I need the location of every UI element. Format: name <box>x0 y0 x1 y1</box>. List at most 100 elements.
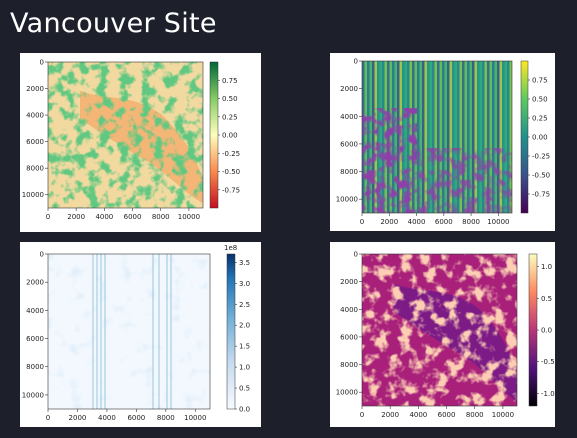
x-tick-label: 8000 <box>157 414 175 422</box>
y-tick-label: 4000 <box>26 112 44 120</box>
y-tick-label: 2000 <box>26 279 44 287</box>
x-tick-label: 6000 <box>124 213 142 221</box>
x-tick-label: 0 <box>46 414 50 422</box>
x-tick-label: 4000 <box>408 218 426 226</box>
y-tick-label: 4000 <box>340 113 358 121</box>
ndvi-panel: 0 2000 4000 6000 8000 10000 0 2000 4000 6000 8000… <box>20 53 261 232</box>
colorbar-tick-label: -0.5 <box>541 358 555 366</box>
colorbar-tick-label: 0.5 <box>239 385 250 393</box>
y-tick-label: 10000 <box>336 196 358 204</box>
colorbar-tick-label: -0.25 <box>532 153 550 161</box>
y-tick-label: 8000 <box>340 168 358 176</box>
y-tick-label: 6000 <box>26 138 44 146</box>
x-tick-label: 10000 <box>492 411 514 419</box>
y-tick-label: 2000 <box>26 85 44 93</box>
x-tick-label: 8000 <box>466 411 484 419</box>
colorbar-ticks: 3.5 3.0 2.5 2.0 1.5 1.0 0.5 0.0 <box>235 259 250 414</box>
x-tick-label: 4000 <box>409 411 427 419</box>
colorbar-exponent: 1e8 <box>224 244 237 252</box>
y-tick-label: 10000 <box>336 389 358 397</box>
colorbar-tick-label: 1.0 <box>239 364 250 372</box>
y-tick-label: 2000 <box>340 85 358 93</box>
colorbar <box>528 253 538 407</box>
y-tick-label: 10000 <box>22 391 44 399</box>
x-tick-label: 0 <box>360 411 364 419</box>
colorbar-tick-label: -0.75 <box>222 186 240 194</box>
magma-panel: 0 2000 4000 6000 8000 10000 0 2000 4000 6000 8000… <box>330 242 555 427</box>
x-tick-label: 6000 <box>435 218 453 226</box>
colorbar-tick-label: 0.75 <box>222 77 238 85</box>
blues-panel: 0 2000 4000 6000 8000 10000 0 2000 4000 6000 8000… <box>20 242 261 427</box>
colorbar-tick-label: 3.5 <box>239 259 250 267</box>
magma-plot: 0 2000 4000 6000 8000 10000 0 2000 4000 6000 8000… <box>336 251 555 420</box>
viridis-plot: 0 2000 4000 6000 8000 10000 0 2000 4000 6000 8000… <box>336 58 550 227</box>
y-tick-label: 10000 <box>22 191 44 199</box>
x-tick-label: 4000 <box>98 414 116 422</box>
y-axis-ticks: 0 2000 4000 6000 8000 10000 <box>336 58 362 204</box>
blues-plot: 0 2000 4000 6000 8000 10000 0 2000 4000 6000 8000… <box>22 244 250 422</box>
y-tick-label: 6000 <box>340 140 358 148</box>
y-tick-label: 8000 <box>26 165 44 173</box>
y-tick-label: 4000 <box>340 306 358 314</box>
viridis-panel: 0 2000 4000 6000 8000 10000 0 2000 4000 6000 8000… <box>330 53 555 231</box>
colorbar-tick-label: -1.0 <box>541 390 555 398</box>
x-tick-label: 10000 <box>184 414 206 422</box>
colorbar <box>209 61 219 209</box>
x-tick-label: 8000 <box>152 213 170 221</box>
page-title: Vancouver Site <box>10 8 217 39</box>
colorbar-tick-label: 2.0 <box>239 322 250 330</box>
x-tick-label: 10000 <box>487 218 509 226</box>
colorbar-tick-label: -0.50 <box>532 172 550 180</box>
y-axis-ticks: 0 2000 4000 6000 8000 10000 <box>22 251 48 399</box>
x-tick-label: 6000 <box>438 411 456 419</box>
x-tick-label: 0 <box>360 218 364 226</box>
colorbar-tick-label: 0.0 <box>541 327 552 335</box>
x-tick-label: 2000 <box>380 218 398 226</box>
colorbar <box>226 253 236 410</box>
y-tick-label: 6000 <box>340 333 358 341</box>
y-tick-label: 6000 <box>26 335 44 343</box>
colorbar <box>520 60 529 214</box>
colorbar-tick-label: 3.0 <box>239 280 250 288</box>
colorbar-ticks: 1.0 0.5 0.0 -0.5 -1.0 <box>537 263 555 398</box>
y-tick-label: 8000 <box>340 361 358 369</box>
colorbar-tick-label: 2.5 <box>239 301 250 309</box>
x-tick-label: 2000 <box>67 213 85 221</box>
colorbar-tick-label: 0.0 <box>239 406 250 414</box>
colorbar-tick-label: -0.50 <box>222 168 240 176</box>
y-axis-ticks: 0 2000 4000 6000 8000 10000 <box>22 59 48 199</box>
y-tick-label: 8000 <box>26 363 44 371</box>
colorbar-tick-label: 0.50 <box>222 95 238 103</box>
colorbar-tick-label: 1.5 <box>239 343 250 351</box>
y-tick-label: 0 <box>354 251 358 259</box>
colorbar-tick-label: 0.25 <box>532 115 548 123</box>
x-axis-ticks: 0 2000 4000 6000 8000 10000 <box>360 406 514 419</box>
x-tick-label: 10000 <box>178 213 200 221</box>
colorbar-tick-label: 0.25 <box>222 113 238 121</box>
colorbar-tick-label: 0.00 <box>222 132 238 140</box>
x-axis-ticks: 0 2000 4000 6000 8000 10000 <box>46 208 200 221</box>
ndvi-plot: 0 2000 4000 6000 8000 10000 0 2000 4000 6000 8000… <box>22 59 240 222</box>
y-tick-label: 2000 <box>340 278 358 286</box>
x-tick-label: 4000 <box>95 213 113 221</box>
colorbar-ticks: 0.75 0.50 0.25 0.00 -0.25 -0.50 -0.75 <box>218 77 240 194</box>
x-axis-ticks: 0 2000 4000 6000 8000 10000 <box>360 213 510 226</box>
x-tick-label: 8000 <box>462 218 480 226</box>
x-tick-label: 2000 <box>69 414 87 422</box>
colorbar-tick-label: 0.50 <box>532 96 548 104</box>
y-tick-label: 4000 <box>26 307 44 315</box>
colorbar-tick-label: 0.5 <box>541 295 552 303</box>
stripe-columns <box>92 254 172 409</box>
colorbar-tick-label: 0.00 <box>532 134 548 142</box>
y-tick-label: 0 <box>354 58 358 66</box>
x-axis-ticks: 0 2000 4000 6000 8000 10000 <box>46 409 206 422</box>
colorbar-tick-label: 0.75 <box>532 77 548 85</box>
colorbar-tick-label: 1.0 <box>541 263 552 271</box>
colorbar-tick-label: -0.25 <box>222 150 240 158</box>
y-axis-ticks: 0 2000 4000 6000 8000 10000 <box>336 251 362 397</box>
y-tick-label: 0 <box>40 251 44 259</box>
y-tick-label: 0 <box>40 59 44 67</box>
x-tick-label: 6000 <box>127 414 145 422</box>
x-tick-label: 2000 <box>381 411 399 419</box>
x-tick-label: 0 <box>46 213 50 221</box>
